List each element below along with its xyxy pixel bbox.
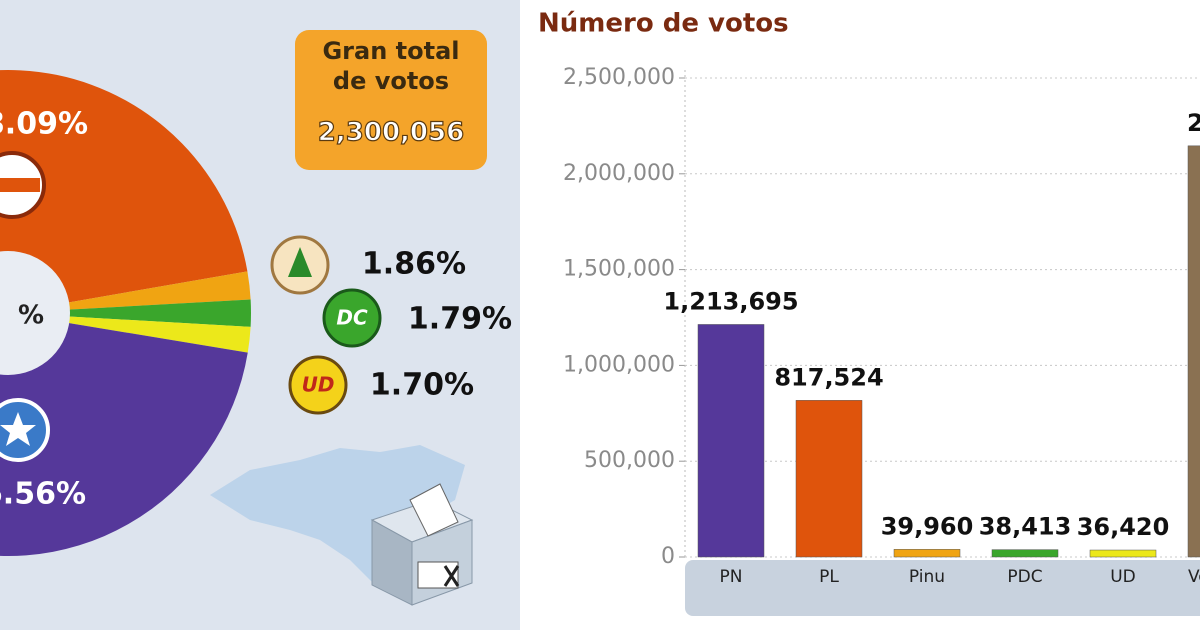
chart-title: Número de votos (538, 9, 789, 39)
y-tick-label: 2,000,000 (563, 161, 675, 186)
pie-chart: % 38.09% 1.86% 1.79% 1.70% 56.56% (0, 70, 512, 556)
logo-pn (0, 398, 50, 462)
x-tick-label: PL (819, 567, 839, 587)
logo-text: UD (302, 373, 335, 397)
pie-slice (0, 307, 248, 556)
pie-slice (0, 70, 248, 313)
logo-ud: UD (288, 355, 348, 415)
pie-value-label: 1.70% (370, 368, 474, 403)
pie-value-label: 56.56% (0, 477, 86, 512)
pie-value-label: 1.86% (362, 247, 466, 282)
bar (893, 549, 961, 558)
value-label: 39,960 (881, 512, 974, 540)
x-tick-label: PN (720, 567, 743, 587)
total-title: de votos (333, 67, 449, 95)
y-tick-label: 1,500,000 (563, 257, 675, 282)
bar (1089, 549, 1157, 558)
value-label: 2,146,012 (1187, 109, 1200, 137)
total-box (295, 30, 487, 170)
x-tick-label: Pinu (909, 567, 945, 587)
value-label: 817,524 (774, 363, 883, 391)
y-tick-label: 0 (661, 544, 675, 569)
category-strip (685, 560, 1200, 616)
value-label: 36,420 (1077, 513, 1170, 541)
y-tick-label: 1,000,000 (563, 352, 675, 377)
ballot-box (370, 483, 474, 606)
x-tick-label: PDC (1007, 567, 1042, 587)
x-tick-label: Votos válidos (1188, 567, 1200, 587)
y-tick-label: 500,000 (584, 448, 675, 473)
total-value: 2,300,056 (318, 118, 464, 148)
bar (991, 549, 1059, 558)
pie-center-label: % (18, 301, 44, 331)
value-label: 1,213,695 (663, 287, 798, 315)
bar (1187, 145, 1200, 558)
y-tick-label: 2,500,000 (563, 65, 675, 90)
value-label: 38,413 (979, 513, 1072, 541)
pie-hole (0, 251, 70, 375)
bar-chart: 0 500,000 1,000,000 1,500,000 2,000,000 2,500… (563, 65, 1200, 587)
logo-pdc: DC (322, 288, 382, 348)
pie-slice (8, 299, 251, 327)
logo-text: DC (336, 306, 368, 330)
total-title: Gran total (322, 37, 459, 65)
logo-pl (0, 151, 46, 219)
pie-value-label: 38.09% (0, 107, 88, 142)
x-tick-label: UD (1110, 567, 1136, 587)
bar (795, 400, 863, 558)
pie-value-label: 1.79% (408, 302, 512, 337)
bar (697, 324, 765, 558)
logo-pinu (270, 235, 330, 295)
